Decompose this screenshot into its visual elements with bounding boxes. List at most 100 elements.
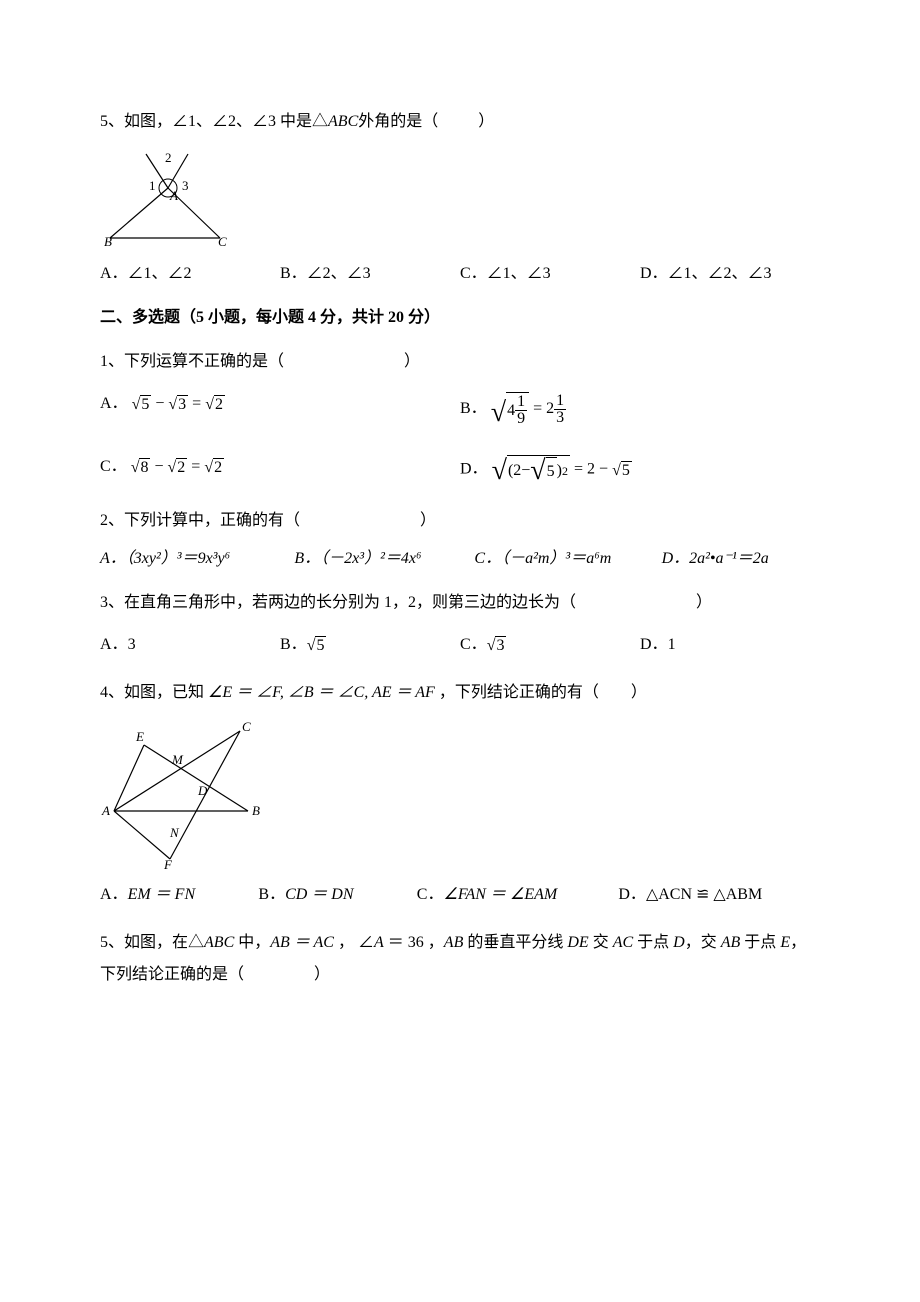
q-text-post: ，下列结论正确的有（ ） bbox=[435, 684, 647, 701]
section-2-header: 二、多选题（5 小题，每小题 4 分，共计 20 分） bbox=[100, 306, 820, 330]
q-s2-5-stem: 5、如图，在△ABC 中，AB ＝ AC ， ∠A ＝ 36 ，AB 的垂直平分… bbox=[100, 927, 820, 991]
mixed-whole: 4 bbox=[507, 403, 515, 419]
frac-num: 1 bbox=[554, 393, 566, 410]
q-close: ） bbox=[420, 512, 436, 529]
option-d: D．1 bbox=[640, 633, 820, 657]
t1: 如图，在△ bbox=[124, 934, 204, 951]
q-s2-3-options: A．3 B．√5 C．√3 D．1 bbox=[100, 633, 820, 657]
q-number: 5、 bbox=[100, 934, 124, 951]
svg-text:1: 1 bbox=[149, 178, 156, 193]
q-text-pre: 如图，∠1、∠2、∠3 中是△ bbox=[124, 113, 328, 130]
q-s2-2-stem: 2、下列计算中，正确的有（ ） bbox=[100, 509, 820, 533]
q-close: ） bbox=[404, 353, 420, 370]
svg-text:B: B bbox=[252, 803, 260, 818]
opt-val: 3 bbox=[128, 636, 136, 653]
t2: 中， bbox=[234, 934, 270, 951]
q-number: 5、 bbox=[100, 113, 124, 130]
q-cond: ∠E ＝ ∠F, ∠B ＝ ∠C, AE ＝ AF bbox=[208, 684, 435, 701]
option-a: A．∠1、∠2 bbox=[100, 262, 280, 286]
option-b: B．（－2x³）²＝4x⁶ bbox=[294, 547, 474, 571]
option-c: C．（－a²m）³＝a⁶m bbox=[474, 547, 661, 571]
opt-text: C．（－a²m）³＝a⁶m bbox=[474, 550, 611, 567]
q-s1-5-options: A．∠1、∠2 B．∠2、∠3 C．∠1、∠3 D．∠1、∠2、∠3 bbox=[100, 262, 820, 286]
q-text: 下列运算不正确的是（ bbox=[124, 353, 284, 370]
q-number: 3、 bbox=[100, 594, 124, 611]
figure-triangle-abc: 213ABC bbox=[100, 148, 820, 248]
opt-label: A． bbox=[100, 886, 128, 903]
q-s1-5-stem: 5、如图，∠1、∠2、∠3 中是△ABC外角的是（ ） bbox=[100, 110, 820, 134]
v6: AB bbox=[721, 934, 741, 951]
t6: 于点 bbox=[633, 934, 673, 951]
q-var: ABC bbox=[328, 113, 358, 130]
option-a: A． √5 − √3 = √2 bbox=[100, 392, 460, 427]
q-text: 下列计算中，正确的有（ bbox=[124, 512, 300, 529]
option-b: B．CD ＝ DN bbox=[258, 883, 416, 907]
vA: A bbox=[374, 934, 384, 951]
t8: 于点 bbox=[740, 934, 780, 951]
svg-text:3: 3 bbox=[182, 178, 189, 193]
opt-expr: CD ＝ DN bbox=[285, 886, 353, 903]
opt-label: B． bbox=[258, 886, 285, 903]
v5: D bbox=[673, 934, 685, 951]
v7: E bbox=[780, 934, 790, 951]
v4: AC bbox=[613, 934, 633, 951]
opt-text: D．2a²•a⁻¹＝2a bbox=[662, 550, 769, 567]
option-c: C．∠FAN ＝ ∠EAM bbox=[417, 883, 619, 907]
sqrt-num: 2 bbox=[176, 458, 187, 476]
opt-label: A． bbox=[100, 395, 128, 412]
frac-den: 9 bbox=[515, 411, 527, 427]
opt-val: 1 bbox=[668, 636, 676, 653]
q-s2-1-options-row2: C． √8 − √2 = √2 D． √ (2 − √5)2 = 2 − √5 bbox=[100, 455, 820, 485]
opt-label: C． bbox=[460, 636, 487, 653]
t4: 的垂直平分线 bbox=[463, 934, 567, 951]
v2: AB bbox=[444, 934, 464, 951]
svg-text:E: E bbox=[135, 729, 144, 744]
q-s2-2-options: A．（3xy²）³＝9x³y⁶ B．（－2x³）²＝4x⁶ C．（－a²m）³＝… bbox=[100, 547, 820, 571]
q-number: 2、 bbox=[100, 512, 124, 529]
opt-label: C． bbox=[100, 458, 127, 475]
opt-label: A． bbox=[100, 636, 128, 653]
svg-text:A: A bbox=[101, 803, 110, 818]
q-close: ） bbox=[478, 113, 494, 130]
v1: ABC bbox=[204, 934, 234, 951]
t5: 交 bbox=[589, 934, 613, 951]
q-text-post: 外角的是（ bbox=[358, 113, 438, 130]
opt-label: D． bbox=[640, 636, 668, 653]
frac-den: 3 bbox=[554, 410, 566, 426]
svg-text:B: B bbox=[104, 234, 112, 248]
sqrt-num: 2 bbox=[214, 395, 225, 413]
q-s2-4-stem: 4、如图，已知 ∠E ＝ ∠F, ∠B ＝ ∠C, AE ＝ AF ，下列结论正… bbox=[100, 681, 820, 705]
opt-val: 3 bbox=[495, 636, 506, 654]
opt-text: B．（－2x³）²＝4x⁶ bbox=[294, 550, 421, 567]
rhs-rhs: 5 bbox=[621, 461, 632, 479]
mixed-whole: 2 bbox=[546, 397, 554, 421]
v3: DE bbox=[567, 934, 588, 951]
t3b: ＝ 36 ， bbox=[384, 934, 444, 951]
q-s2-1-stem: 1、下列运算不正确的是（ ） bbox=[100, 350, 820, 374]
t7: ，交 bbox=[685, 934, 721, 951]
inner-lhs: 2 bbox=[513, 463, 521, 479]
opt-val: 5 bbox=[315, 636, 326, 654]
option-a: A．3 bbox=[100, 633, 280, 657]
svg-text:C: C bbox=[218, 234, 227, 248]
option-c: C．√3 bbox=[460, 633, 640, 657]
svg-text:D: D bbox=[197, 783, 208, 798]
svg-text:M: M bbox=[171, 752, 184, 767]
t3: ， ∠ bbox=[334, 934, 374, 951]
opt-text: A．（3xy²）³＝9x³y⁶ bbox=[100, 550, 230, 567]
opt-label: B． bbox=[280, 636, 307, 653]
option-a: A．（3xy²）³＝9x³y⁶ bbox=[100, 547, 294, 571]
option-c: C． √8 − √2 = √2 bbox=[100, 455, 460, 485]
opt-expr: △ACN ≌ △ABM bbox=[646, 886, 762, 903]
svg-text:C: C bbox=[242, 719, 251, 734]
option-d: D．2a²•a⁻¹＝2a bbox=[662, 547, 820, 571]
q-close: ） bbox=[314, 966, 330, 983]
sqrt-num: 2 bbox=[213, 458, 224, 476]
q-text: 在直角三角形中，若两边的长分别为 1，2，则第三边的边长为（ bbox=[124, 594, 576, 611]
q-number: 1、 bbox=[100, 353, 124, 370]
option-a: A．EM ＝ FN bbox=[100, 883, 258, 907]
option-b: B．√5 bbox=[280, 633, 460, 657]
q-close: ） bbox=[696, 594, 712, 611]
rhs-lhs: 2 bbox=[587, 461, 595, 478]
option-d: D． √ (2 − √5)2 = 2 − √5 bbox=[460, 455, 820, 485]
